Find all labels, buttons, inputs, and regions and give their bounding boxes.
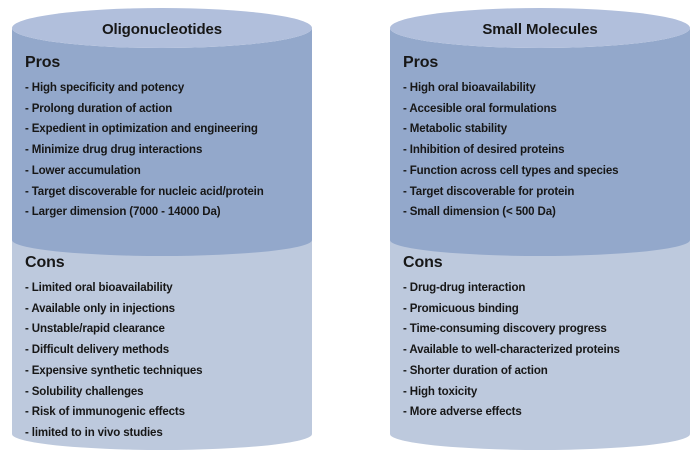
list-item: - Prolong duration of action xyxy=(25,100,173,115)
list-item: - Difficult delivery methods xyxy=(25,342,170,357)
list-item: - Lower accumulation xyxy=(25,162,141,177)
list-item: - Target discoverable for protein xyxy=(403,183,575,198)
list-item: - Expensive synthetic techniques xyxy=(25,362,203,377)
list-item: - High oral bioavailability xyxy=(403,80,536,94)
list-item: - High toxicity xyxy=(403,383,478,398)
column-title: Oligonucleotides xyxy=(101,21,223,38)
list-item: - Metabolic stability xyxy=(403,121,508,136)
list-item: - Larger dimension (7000 - 14000 Da) xyxy=(25,204,221,219)
list-item: - High specificity and potency xyxy=(25,80,185,94)
cons-section-shape xyxy=(390,239,690,450)
list-item: - Accesible oral formulations xyxy=(403,100,557,115)
list-item: - Time-consuming discovery progress xyxy=(403,321,607,336)
list-item: - Inhibition of desired proteins xyxy=(403,142,565,157)
pros-list: - High specificity and potency - Prolong … xyxy=(25,77,290,222)
pros-section-shape xyxy=(12,28,312,256)
pros-section: Pros - High specificity and potency - Pro… xyxy=(25,54,310,222)
pros-section-shape xyxy=(390,28,690,256)
list-item: - Promicuous binding xyxy=(403,300,519,315)
list-item: - Small dimension (< 500 Da) xyxy=(403,204,556,219)
list-item: - Minimize drug drug interactions xyxy=(25,142,203,157)
pros-heading: Pros xyxy=(25,54,61,71)
cylinder-top-face xyxy=(390,8,690,48)
cons-section-shape xyxy=(12,239,312,450)
pros-list: - High oral bioavailability - Accesible o… xyxy=(403,77,668,222)
pros-section: Pros - High oral bioavailability - Accesi… xyxy=(403,54,688,222)
list-item: - limited to in vivo studies xyxy=(25,424,163,439)
cons-section: Cons - Drug-drug interaction - Promicuous… xyxy=(403,254,688,422)
cons-heading: Cons xyxy=(403,254,443,271)
list-item: - Target discoverable for nucleic acid/p… xyxy=(25,183,264,198)
column-title: Small Molecules xyxy=(482,21,598,38)
cylinder-graphic xyxy=(390,8,690,450)
cons-list: - Drug-drug interaction - Promicuous bind… xyxy=(403,277,668,422)
list-item: - Function across cell types and species xyxy=(403,162,619,177)
list-item: - Available to well-characterized protei… xyxy=(403,342,620,357)
cons-section: Cons - Limited oral bioavailability - Ava… xyxy=(25,254,310,443)
list-item: - Solubility challenges xyxy=(25,383,144,398)
cylinder-top-face xyxy=(12,8,312,48)
cons-list: - Limited oral bioavailability - Availabl… xyxy=(25,277,290,443)
list-item: - More adverse effects xyxy=(403,404,522,419)
cylinder-graphic xyxy=(12,8,312,450)
column-small-molecules: Small Molecules Pros - High oral bioavai… xyxy=(390,8,690,455)
cons-heading: Cons xyxy=(25,254,65,271)
list-item: - Expedient in optimization and engineer… xyxy=(25,121,258,136)
list-item: - Drug-drug interaction xyxy=(403,280,526,294)
list-item: - Unstable/rapid clearance xyxy=(25,321,165,336)
list-item: - Risk of immunogenic effects xyxy=(25,404,185,419)
list-item: - Limited oral bioavailability xyxy=(25,280,173,294)
column-oligonucleotides: Oligonucleotides Pros - High specificity… xyxy=(12,8,312,455)
pros-heading: Pros xyxy=(403,54,439,71)
list-item: - Shorter duration of action xyxy=(403,362,548,377)
list-item: - Available only in injections xyxy=(25,300,175,315)
